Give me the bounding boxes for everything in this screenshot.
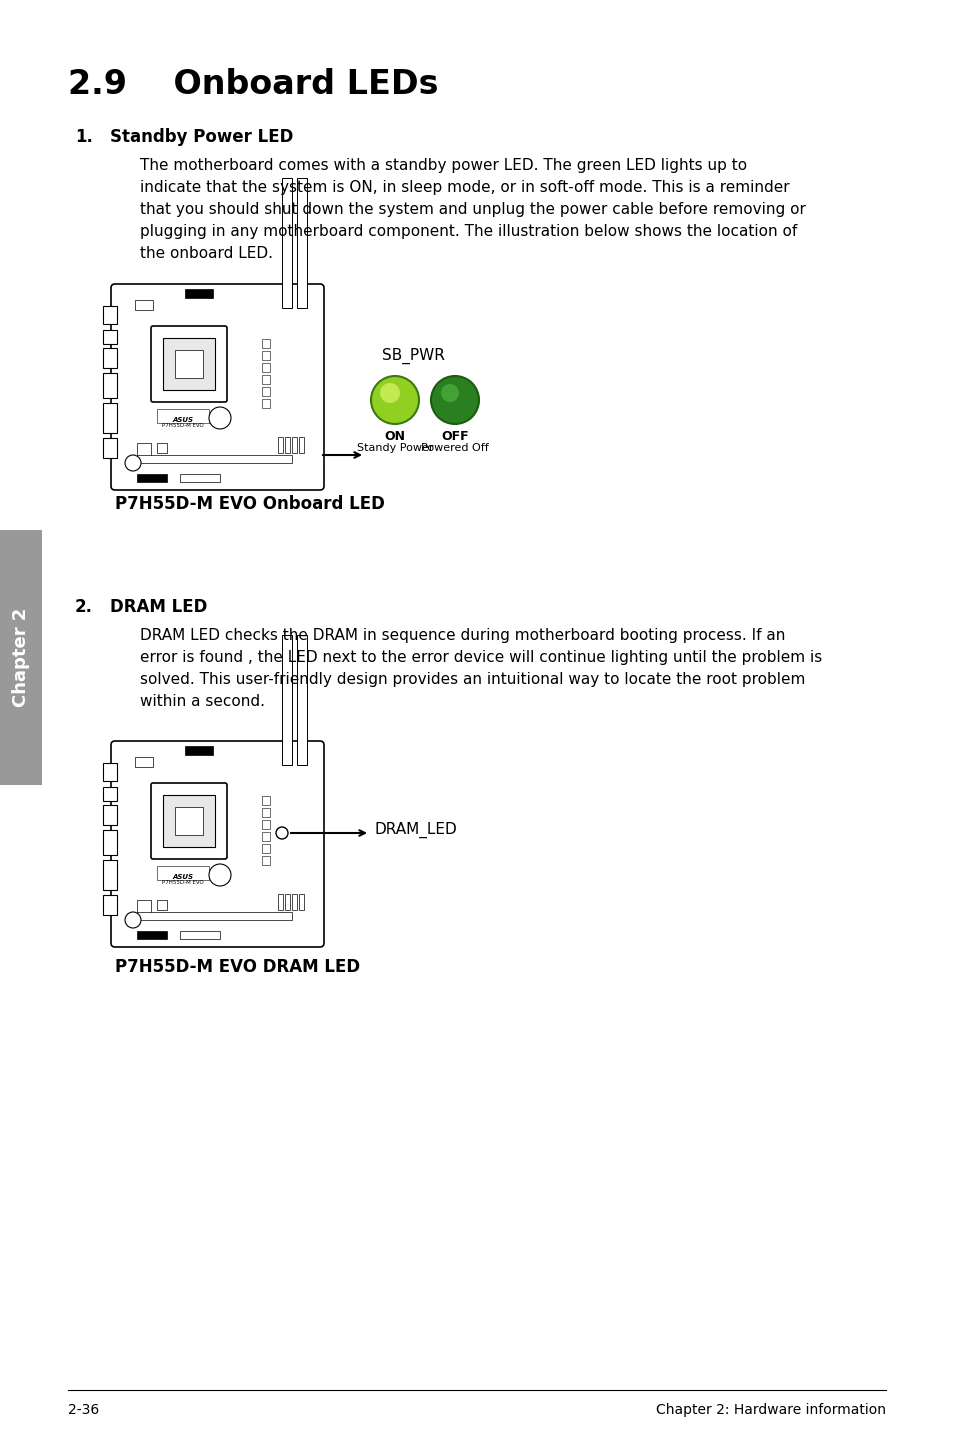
- Bar: [103, 764, 117, 781]
- Bar: [296, 178, 307, 308]
- Text: error is found , the LED next to the error device will continue lighting until t: error is found , the LED next to the err…: [140, 650, 821, 664]
- Circle shape: [275, 827, 288, 838]
- Bar: [103, 894, 117, 915]
- Bar: [285, 437, 290, 453]
- Bar: [185, 746, 213, 755]
- Bar: [137, 912, 292, 920]
- Bar: [262, 339, 270, 348]
- Bar: [157, 443, 167, 453]
- Bar: [282, 636, 292, 765]
- Text: the onboard LED.: the onboard LED.: [140, 246, 273, 262]
- Bar: [262, 797, 270, 805]
- Bar: [262, 387, 270, 395]
- Bar: [0, 531, 42, 785]
- FancyBboxPatch shape: [151, 784, 227, 858]
- Text: plugging in any motherboard component. The illustration below shows the location: plugging in any motherboard component. T…: [140, 224, 797, 239]
- Bar: [137, 900, 151, 915]
- Bar: [157, 866, 209, 880]
- Bar: [135, 756, 152, 766]
- Text: that you should shut down the system and unplug the power cable before removing : that you should shut down the system and…: [140, 201, 805, 217]
- Bar: [296, 636, 307, 765]
- Text: Standby Power LED: Standby Power LED: [110, 128, 294, 147]
- Bar: [103, 439, 117, 457]
- Bar: [137, 443, 151, 457]
- Text: 2.9    Onboard LEDs: 2.9 Onboard LEDs: [68, 68, 438, 101]
- Bar: [135, 301, 152, 311]
- Bar: [103, 372, 117, 398]
- Text: Standy Power: Standy Power: [356, 443, 433, 453]
- Bar: [262, 398, 270, 408]
- Text: 1.: 1.: [75, 128, 92, 147]
- Bar: [282, 178, 292, 308]
- Bar: [157, 408, 209, 423]
- Bar: [103, 830, 117, 856]
- Bar: [262, 856, 270, 866]
- Text: ASUS: ASUS: [172, 874, 193, 880]
- Bar: [262, 844, 270, 853]
- Bar: [298, 437, 304, 453]
- Bar: [262, 362, 270, 372]
- Bar: [285, 894, 290, 910]
- Text: P7H55D-M EVO: P7H55D-M EVO: [162, 423, 204, 429]
- Text: P7H55D-M EVO DRAM LED: P7H55D-M EVO DRAM LED: [115, 958, 359, 976]
- Text: Chapter 2: Hardware information: Chapter 2: Hardware information: [656, 1403, 885, 1416]
- Circle shape: [209, 864, 231, 886]
- Circle shape: [371, 375, 418, 424]
- Bar: [262, 820, 270, 828]
- Text: 2-36: 2-36: [68, 1403, 99, 1416]
- Text: DRAM LED: DRAM LED: [110, 598, 207, 615]
- Bar: [103, 805, 117, 825]
- FancyBboxPatch shape: [151, 326, 227, 403]
- Bar: [262, 375, 270, 384]
- Text: ON: ON: [384, 430, 405, 443]
- Text: ASUS: ASUS: [172, 417, 193, 423]
- FancyBboxPatch shape: [111, 741, 324, 948]
- Bar: [103, 329, 117, 344]
- Bar: [137, 454, 292, 463]
- Text: Chapter 2: Chapter 2: [12, 608, 30, 707]
- Bar: [277, 437, 283, 453]
- Text: SB_PWR: SB_PWR: [381, 348, 444, 364]
- Bar: [180, 930, 220, 939]
- Bar: [262, 833, 270, 841]
- Bar: [137, 475, 167, 482]
- Bar: [163, 795, 214, 847]
- Bar: [174, 807, 203, 835]
- Text: DRAM LED checks the DRAM in sequence during motherboard booting process. If an: DRAM LED checks the DRAM in sequence dur…: [140, 628, 784, 643]
- Text: DRAM_LED: DRAM_LED: [375, 823, 457, 838]
- Bar: [262, 351, 270, 360]
- Text: 2.: 2.: [75, 598, 92, 615]
- Bar: [277, 894, 283, 910]
- Text: P7H55D-M EVO Onboard LED: P7H55D-M EVO Onboard LED: [115, 495, 384, 513]
- Bar: [103, 860, 117, 890]
- Circle shape: [209, 407, 231, 429]
- Text: P7H55D-M EVO: P7H55D-M EVO: [162, 880, 204, 884]
- Bar: [180, 475, 220, 482]
- Text: solved. This user-friendly design provides an intuitional way to locate the root: solved. This user-friendly design provid…: [140, 672, 804, 687]
- Text: OFF: OFF: [440, 430, 468, 443]
- Circle shape: [125, 454, 141, 472]
- Circle shape: [440, 384, 458, 403]
- Text: within a second.: within a second.: [140, 695, 265, 709]
- Bar: [103, 403, 117, 433]
- Bar: [103, 787, 117, 801]
- FancyBboxPatch shape: [111, 283, 324, 490]
- Bar: [174, 349, 203, 378]
- Circle shape: [125, 912, 141, 928]
- Bar: [262, 808, 270, 817]
- Bar: [292, 894, 296, 910]
- Circle shape: [431, 375, 478, 424]
- Bar: [292, 437, 296, 453]
- Text: indicate that the system is ON, in sleep mode, or in soft-off mode. This is a re: indicate that the system is ON, in sleep…: [140, 180, 789, 196]
- Bar: [157, 900, 167, 910]
- Bar: [137, 930, 167, 939]
- Text: The motherboard comes with a standby power LED. The green LED lights up to: The motherboard comes with a standby pow…: [140, 158, 746, 173]
- Bar: [185, 289, 213, 298]
- Circle shape: [379, 383, 399, 403]
- Bar: [103, 348, 117, 368]
- Bar: [298, 894, 304, 910]
- Text: Powered Off: Powered Off: [420, 443, 488, 453]
- Bar: [163, 338, 214, 390]
- Bar: [103, 306, 117, 324]
